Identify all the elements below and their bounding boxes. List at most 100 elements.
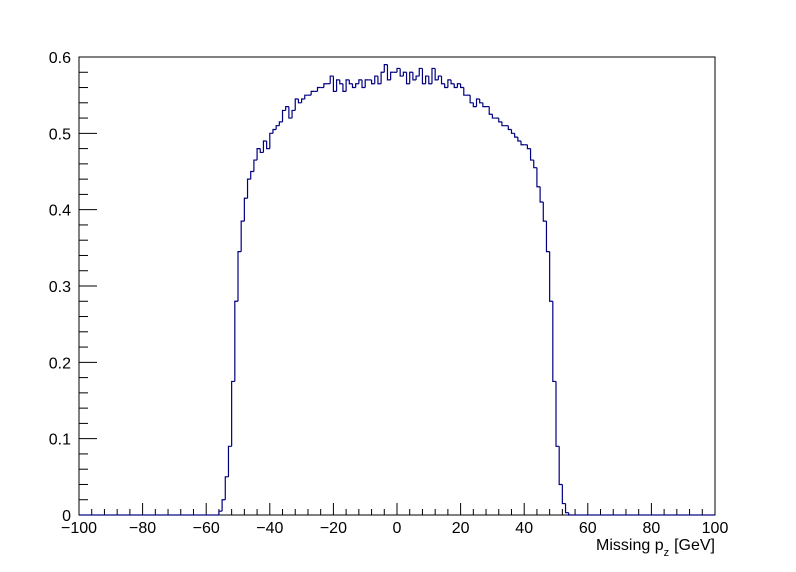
y-tick-label: 0.5 <box>49 126 71 143</box>
histogram-bin <box>227 445 232 477</box>
histogram-bin <box>240 220 245 252</box>
x-tick-label: −100 <box>61 520 97 537</box>
histogram-bin <box>266 140 270 150</box>
histogram-bin <box>447 79 452 88</box>
histogram-bin <box>405 72 410 85</box>
x-tick-label: 40 <box>515 520 533 537</box>
histogram-bin <box>533 160 537 169</box>
histogram-bin <box>329 75 334 84</box>
histogram-bin <box>399 68 404 77</box>
histogram-bin <box>358 79 363 84</box>
x-tick-label: 60 <box>579 520 597 537</box>
histogram-bin <box>377 76 382 85</box>
histogram-bin <box>415 75 420 80</box>
x-tick-label: −40 <box>256 520 283 537</box>
x-tick-label: −20 <box>320 520 347 537</box>
histogram-bin <box>374 75 378 84</box>
x-tick-label: 20 <box>452 520 470 537</box>
histogram-bin <box>231 380 235 447</box>
histogram-bin <box>234 300 238 382</box>
x-label-main: Missing p <box>596 537 664 554</box>
histogram-bin <box>316 86 321 92</box>
histogram-bin <box>510 129 515 134</box>
histogram-bin <box>390 71 394 80</box>
x-tick-label: 0 <box>393 520 402 537</box>
histogram-bin <box>386 64 391 81</box>
histogram-bin <box>323 83 328 88</box>
histogram-bin <box>253 159 258 172</box>
x-label-sub: z <box>664 547 670 559</box>
histogram-bin <box>491 114 496 119</box>
histogram-bin <box>351 83 356 89</box>
x-tick-label: −80 <box>129 520 156 537</box>
histogram-bin <box>425 75 429 84</box>
y-tick-label: 0 <box>62 508 71 525</box>
histogram-bin <box>237 251 242 302</box>
histogram-bin <box>549 251 553 302</box>
histogram-bin <box>250 170 254 180</box>
histogram-bin <box>288 106 293 119</box>
histogram-bin <box>526 144 531 150</box>
histogram-bin <box>269 132 273 149</box>
histogram-bin <box>431 67 436 84</box>
histogram-bin <box>304 94 308 99</box>
histogram-bin <box>246 178 251 199</box>
histogram-bin <box>348 79 353 85</box>
histogram-bin <box>428 76 432 85</box>
histogram-bin <box>460 83 464 89</box>
histogram-bin <box>224 476 229 500</box>
histogram-bin <box>469 95 474 104</box>
histogram-bin <box>380 71 385 84</box>
histogram-bin <box>275 125 280 130</box>
histogram-bin <box>301 98 305 103</box>
histogram-bin <box>364 79 369 88</box>
histogram-bin <box>482 102 487 108</box>
histogram-bin <box>564 503 569 514</box>
histogram-bin <box>440 76 445 85</box>
histogram-bin <box>488 106 493 115</box>
histogram-bin <box>539 186 544 203</box>
histogram-bin <box>339 79 343 85</box>
histogram-bin <box>475 98 480 107</box>
histogram-bin <box>514 133 518 138</box>
histogram-bin <box>456 83 461 88</box>
histogram-bin <box>529 148 534 161</box>
histogram-bin <box>558 446 563 486</box>
histogram-bin <box>272 128 277 134</box>
histogram-bin <box>561 484 566 505</box>
histogram-bin <box>507 125 512 131</box>
x-label-unit: [GeV] <box>674 537 715 554</box>
histogram-bin <box>444 83 448 89</box>
histogram-bin <box>437 75 442 80</box>
histogram-bin <box>472 102 477 108</box>
histogram-bin <box>409 71 413 84</box>
histogram-bin <box>498 118 502 123</box>
histogram-bin <box>285 106 289 111</box>
histogram-bin <box>453 83 458 89</box>
histogram-bin <box>294 98 299 111</box>
histogram-bin <box>545 221 550 253</box>
histogram-bin <box>221 499 226 512</box>
histogram-bin <box>297 98 302 104</box>
histogram-bin <box>517 137 522 142</box>
histogram-bin <box>552 301 556 383</box>
histogram-bin <box>568 512 572 516</box>
histogram-bin <box>520 140 525 146</box>
histogram-bin <box>243 197 248 222</box>
x-tick-label: 80 <box>643 520 661 537</box>
histogram-bin <box>291 109 296 119</box>
histogram-bin <box>218 510 223 515</box>
histogram-bin <box>396 67 401 73</box>
y-tick-label: 0.2 <box>49 355 71 372</box>
histogram-bin <box>335 79 340 92</box>
histogram-bin <box>262 140 267 153</box>
y-tick-label: 0.3 <box>49 279 71 296</box>
histogram-bin <box>361 79 366 89</box>
histogram-bin <box>256 148 261 161</box>
histogram-bin <box>501 121 506 127</box>
histogram-bin <box>278 121 283 126</box>
histogram-bin <box>412 72 417 81</box>
histogram-bin <box>383 64 388 73</box>
